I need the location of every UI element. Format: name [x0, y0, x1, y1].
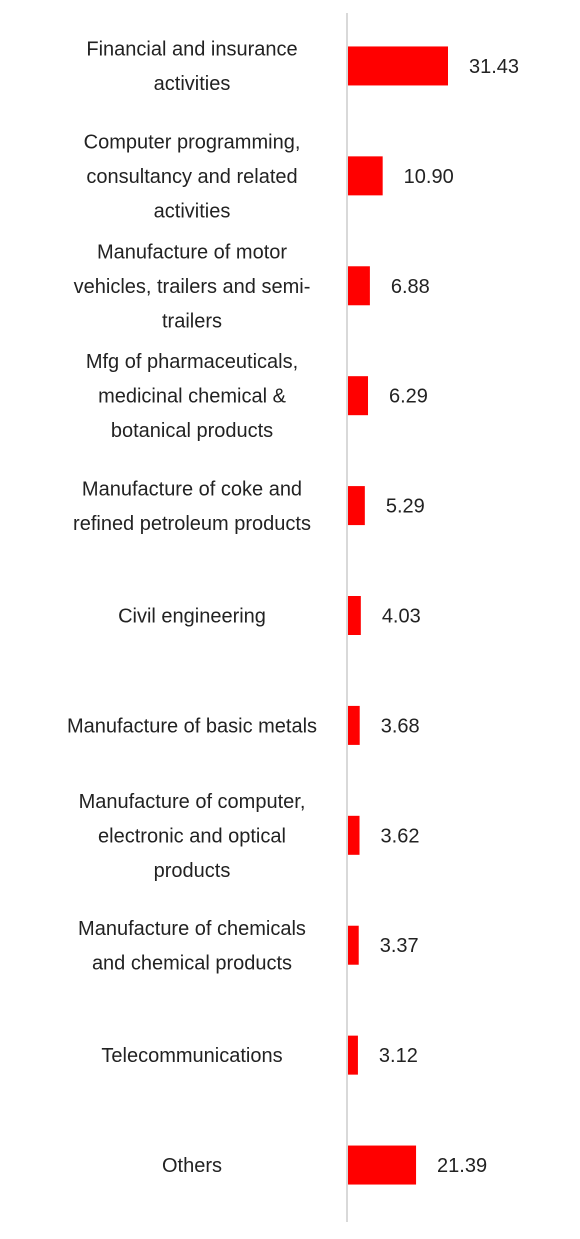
bar	[348, 486, 365, 526]
category-label-line: electronic and optical	[98, 825, 286, 847]
category-label-line: Civil engineering	[118, 606, 266, 628]
value-label: 6.29	[389, 386, 428, 408]
value-label: 3.68	[381, 715, 420, 737]
bar	[348, 376, 369, 416]
value-label: 6.88	[391, 276, 430, 298]
category-label-line: refined petroleum products	[73, 513, 311, 535]
bar	[348, 266, 370, 306]
category-label-line: products	[154, 860, 231, 882]
category-label-line: botanical products	[111, 420, 273, 442]
bar	[348, 596, 361, 635]
category-label: Manufacture of basic metals	[67, 715, 317, 737]
category-label: Manufacture of coke and refined petroleum…	[73, 478, 311, 534]
category-label-line: Others	[162, 1155, 222, 1177]
bars-group	[348, 46, 448, 1185]
category-label-line: Manufacture of coke and	[82, 478, 302, 500]
value-label: 3.12	[379, 1045, 418, 1067]
value-label: 5.29	[386, 496, 425, 518]
category-label: Manufacture of computer, electronic and o…	[79, 791, 306, 882]
category-label-line: Telecommunications	[101, 1045, 282, 1067]
category-label-line: Manufacture of computer,	[79, 791, 306, 813]
category-label-line: Manufacture of chemicals	[78, 918, 306, 940]
category-label-line: consultancy and related	[86, 166, 297, 188]
category-label: Civil engineering	[118, 606, 266, 628]
category-label: Others	[162, 1155, 222, 1177]
value-label: 21.39	[437, 1155, 487, 1177]
category-label: Mfg of pharmaceuticals, medicinal chemica…	[86, 351, 298, 442]
value-label: 31.43	[469, 56, 519, 78]
category-label: Telecommunications	[101, 1045, 282, 1067]
category-label-line: and chemical products	[92, 952, 292, 974]
category-label-line: Mfg of pharmaceuticals,	[86, 351, 298, 373]
category-label-line: Manufacture of motor	[97, 241, 287, 263]
bar	[348, 46, 448, 86]
value-label: 3.37	[380, 935, 419, 957]
category-label: Computer programming, consultancy and rel…	[84, 131, 301, 222]
value-labels-group: 31.43 10.90 6.88 6.29 5.29 4.03 3.68 3.62 3.37 3.…	[379, 56, 519, 1177]
value-label: 3.62	[381, 825, 420, 847]
category-label: Manufacture of chemicals and chemical pro…	[78, 918, 306, 975]
category-labels-group: Financial and insurance activitiesCompute…	[67, 39, 317, 1177]
category-label-line: medicinal chemical &	[98, 386, 287, 408]
category-label-line: trailers	[162, 310, 222, 332]
category-label-line: activities	[154, 73, 231, 95]
category-label-line: Computer programming,	[84, 131, 301, 153]
bar	[348, 925, 359, 965]
category-label-line: Financial and insurance	[86, 39, 297, 61]
bar	[348, 1035, 358, 1075]
category-label: Manufacture of motor vehicles, trailers a…	[74, 241, 311, 332]
category-label-line: Manufacture of basic metals	[67, 715, 317, 737]
bar	[348, 1145, 417, 1185]
bar	[348, 815, 360, 855]
bar	[348, 705, 360, 745]
category-label-line: activities	[154, 200, 231, 222]
category-label-line: vehicles, trailers and semi-	[74, 276, 311, 298]
value-label: 4.03	[382, 606, 421, 628]
value-label: 10.90	[404, 166, 454, 188]
category-label: Financial and insurance activities	[86, 39, 297, 96]
bar	[348, 156, 383, 196]
